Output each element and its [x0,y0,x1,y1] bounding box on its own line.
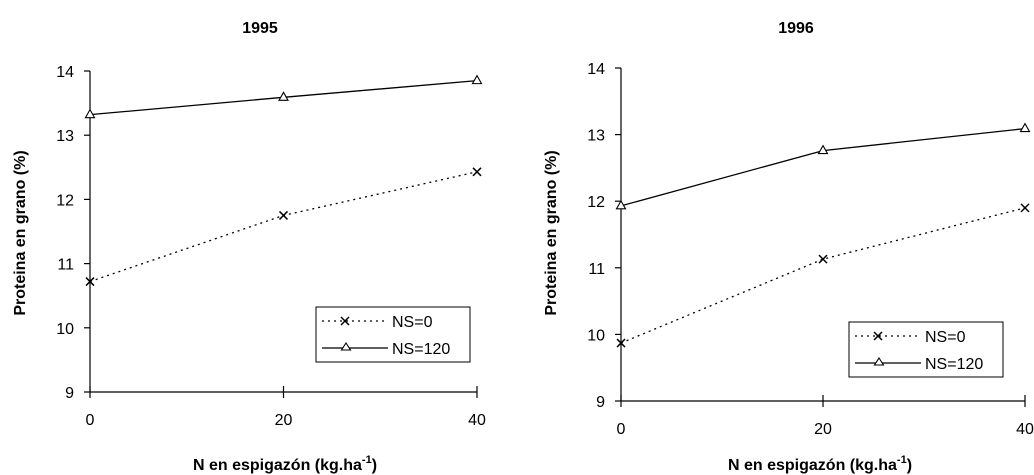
y-tick-label: 11 [588,261,605,278]
series-line-ns0 [89,171,478,283]
legend-marker-triangle [873,356,885,366]
series-line-ns120 [620,127,1026,207]
y-tick-label: 9 [65,385,74,402]
data-point-ns120 [615,199,627,210]
data-point-ns0 [616,338,626,348]
x-axis-label-sup: -1 [897,454,907,466]
y-tick-label: 14 [587,61,605,78]
x-axis-label-main: N en espigazón (kg.ha [193,457,362,474]
data-point-ns120 [84,108,96,119]
y-tick-label: 10 [56,321,74,338]
y-axis-label: Proteina en grano (%) [12,150,29,315]
legend-box [315,306,471,363]
y-tick-label: 12 [587,194,605,211]
series-line-ns0 [620,207,1026,344]
legend-marker-triangle [340,341,352,351]
x-axis-label: N en espigazón (kg.ha-1) [193,454,377,474]
data-point-ns0 [278,210,289,220]
legend: NS=0 NS=120 [848,321,1004,378]
legend-label-ns0: NS=0 [392,314,433,331]
y-axis-label: Proteina en grano (%) [543,150,560,315]
x-tick-label: 40 [468,412,486,429]
chart-1996: 1996 Proteina en grano (%) N en espigazó… [543,20,1034,474]
data-point-ns0 [818,254,828,264]
data-point-ns120 [1019,122,1031,133]
y-tick-label: 14 [56,64,74,81]
data-point-x-stroke [472,167,482,177]
legend-item-ns120: NS=120 [855,356,983,373]
legend: NS=0 NS=120 [315,306,471,363]
y-tick-label: 10 [587,327,605,344]
legend-marker-x [873,331,883,341]
data-point-x-stroke [85,277,95,287]
x-axis-label-close: ) [907,457,912,474]
data-point-ns0 [472,167,482,177]
chart-title: 1996 [778,20,814,37]
data-point-ns120 [278,91,289,101]
data-point-x-stroke [1020,203,1030,213]
data-point-x-stroke [818,254,828,264]
x-tick-label: 20 [814,421,832,438]
data-point-ns120 [817,144,829,155]
data-point-ns120 [471,74,483,85]
x-tick-label: 0 [86,412,95,429]
x-axis-label: N en espigazón (kg.ha-1) [728,454,912,474]
chart-1995: 1995 Proteina en grano (%) N en espigazó… [12,20,486,474]
data-point-ns0 [1020,203,1030,213]
x-axis-label-main: N en espigazón (kg.ha [728,457,897,474]
x-axis-label-sup: -1 [362,454,372,466]
legend-marker-x [340,316,350,326]
data-point-x-stroke [616,338,626,348]
data-point-ns0 [85,277,95,287]
x-axis-label-close: ) [372,457,377,474]
x-tick-label: 0 [617,421,626,438]
legend-label-ns120: NS=120 [392,341,450,358]
y-tick-label: 13 [56,128,74,145]
x-tick-label: 40 [1016,421,1034,438]
plot-area: 9 10 11 12 13 14 0 20 40 [56,64,486,429]
chart-title: 1995 [242,20,278,37]
plot-area: 9 10 11 12 13 14 0 20 40 [587,61,1034,438]
y-tick-label: 12 [56,192,74,209]
x-tick-label: 20 [275,412,293,429]
y-tick-label: 13 [587,128,605,145]
legend-item-ns0: NS=0 [322,314,433,331]
legend-item-ns0: NS=0 [855,329,966,346]
y-tick-label: 11 [57,257,74,274]
data-point-x-stroke [278,210,289,220]
legend-label-ns0: NS=0 [925,329,966,346]
legend-label-ns120: NS=120 [925,356,983,373]
legend-item-ns120: NS=120 [322,341,450,358]
y-tick-label: 9 [596,394,605,411]
legend-box [848,321,1004,378]
